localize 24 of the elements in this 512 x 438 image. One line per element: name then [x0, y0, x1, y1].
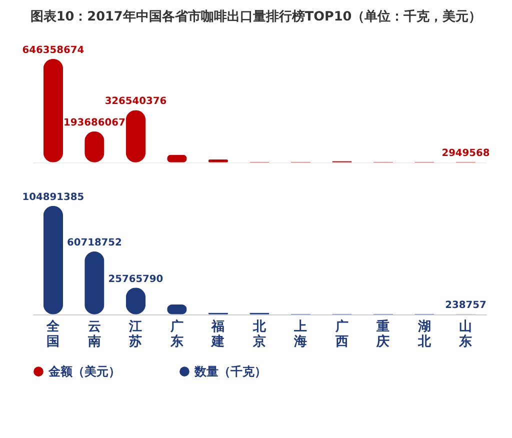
x-tick-label: 广西 — [334, 318, 348, 350]
bar — [43, 206, 64, 314]
data-label: 646358674 — [22, 44, 84, 56]
data-label: 60718752 — [66, 238, 122, 249]
x-tick-label: 福建 — [210, 318, 225, 350]
chart-title: 图表10：2017年中国各省市咖啡出口量排行榜TOP10（单位：千克，美元） — [30, 8, 482, 24]
x-tick-label: 北京 — [252, 320, 267, 350]
x-tick-label: 全国 — [46, 320, 61, 350]
bar — [43, 58, 64, 162]
x-tick-label: 山东 — [458, 320, 472, 350]
x-tick-label: 重庆 — [376, 318, 390, 350]
x-tick-label: 云南 — [86, 320, 101, 350]
data-label: 193686067 — [64, 117, 126, 128]
data-label: 25765790 — [108, 274, 164, 285]
x-tick-label: 广东 — [169, 318, 184, 350]
data-label: 326540376 — [104, 96, 167, 108]
x-tick-label: 江苏 — [128, 320, 142, 350]
data-label: 2949568 — [442, 148, 490, 160]
data-label: 238757 — [445, 300, 486, 312]
x-tick-label: 湖北 — [416, 320, 432, 350]
x-tick-label: 上海 — [293, 320, 308, 350]
legend-label: 金额（美元） — [47, 364, 120, 378]
data-label: 104891385 — [22, 192, 84, 203]
legend-label: 数量（千克） — [193, 364, 266, 378]
